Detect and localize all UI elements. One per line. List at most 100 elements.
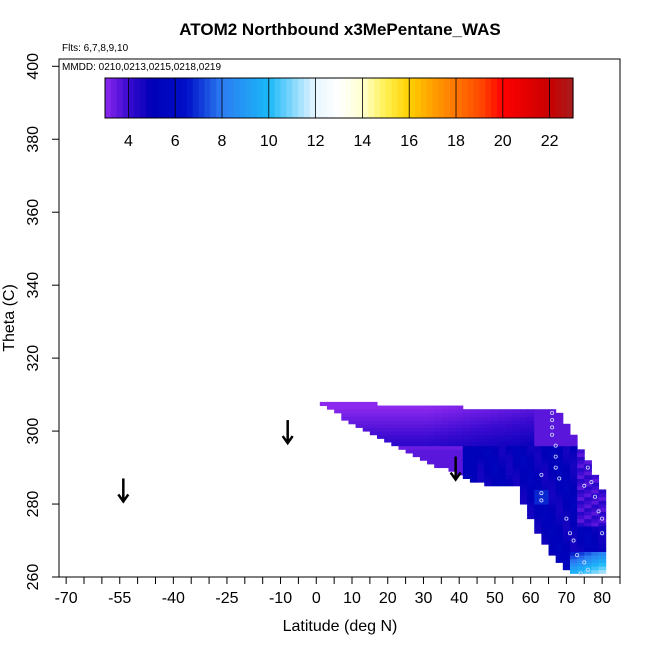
field-cell bbox=[462, 456, 471, 461]
field-cell bbox=[534, 420, 542, 425]
field-cell bbox=[555, 533, 564, 538]
field-cell bbox=[412, 452, 421, 458]
field-cell bbox=[512, 463, 521, 469]
field-cell bbox=[419, 431, 428, 436]
field-cell bbox=[498, 438, 507, 443]
field-cell bbox=[584, 529, 592, 534]
field-cell bbox=[577, 558, 585, 563]
field-cell bbox=[541, 493, 550, 498]
sample-points bbox=[539, 410, 605, 576]
concentration-field bbox=[319, 401, 607, 574]
field-cell bbox=[569, 482, 578, 487]
field-cell bbox=[419, 445, 428, 450]
field-cell bbox=[555, 525, 564, 531]
field-cell bbox=[469, 445, 478, 450]
field-cell bbox=[569, 569, 578, 574]
field-cell bbox=[591, 522, 600, 527]
field-cell bbox=[519, 442, 528, 447]
sample-point bbox=[539, 498, 544, 503]
colorbar-swatch bbox=[145, 78, 153, 118]
field-cell bbox=[519, 485, 528, 490]
field-cell bbox=[419, 434, 428, 439]
field-cell bbox=[577, 460, 585, 465]
field-cell bbox=[384, 416, 392, 421]
colorbar-swatch bbox=[134, 78, 141, 118]
field-cell bbox=[469, 442, 478, 447]
field-cell bbox=[427, 434, 435, 439]
field-cell bbox=[505, 467, 514, 472]
colorbar-swatch bbox=[122, 78, 129, 118]
field-cell bbox=[477, 478, 485, 483]
field-cell bbox=[577, 555, 585, 560]
field-cell bbox=[519, 460, 528, 465]
field-cell bbox=[541, 456, 550, 461]
field-cell bbox=[598, 569, 607, 574]
field-cell bbox=[469, 434, 478, 439]
colorbar-swatch bbox=[561, 78, 568, 118]
field-cell bbox=[512, 482, 521, 487]
field-cell bbox=[434, 445, 442, 450]
field-cell bbox=[548, 525, 557, 531]
x-tick-label: 20 bbox=[379, 590, 397, 607]
field-cell bbox=[534, 416, 542, 421]
field-cell bbox=[541, 412, 550, 417]
field-cell bbox=[577, 456, 585, 461]
field-cell bbox=[569, 456, 578, 461]
field-cell bbox=[584, 482, 592, 487]
field-cell bbox=[505, 431, 514, 436]
field-cell bbox=[569, 562, 578, 567]
y-axis-label: Theta (C) bbox=[1, 284, 18, 352]
field-cell bbox=[555, 489, 564, 494]
field-cell bbox=[398, 416, 407, 421]
field-cell bbox=[569, 547, 578, 552]
colorbar-swatch bbox=[192, 78, 200, 118]
field-cell bbox=[469, 416, 478, 421]
field-cell bbox=[548, 489, 557, 494]
field-cell bbox=[562, 474, 571, 480]
field-cell bbox=[419, 456, 428, 461]
field-cell bbox=[419, 438, 428, 443]
field-cell bbox=[469, 474, 478, 480]
field-cell bbox=[455, 467, 464, 472]
field-cell bbox=[341, 405, 349, 410]
field-cell bbox=[441, 405, 449, 410]
field-cell bbox=[534, 449, 542, 454]
colorbar-swatch bbox=[140, 78, 147, 118]
colorbar-tick-label: 12 bbox=[307, 133, 325, 150]
field-cell bbox=[427, 445, 435, 450]
colorbar-swatch bbox=[222, 78, 229, 118]
colorbar-swatch bbox=[268, 78, 276, 118]
field-cell bbox=[555, 438, 564, 443]
field-cell bbox=[577, 566, 585, 571]
field-cell bbox=[584, 489, 592, 494]
field-cell bbox=[491, 467, 500, 472]
field-cell bbox=[562, 434, 571, 439]
field-cell bbox=[419, 412, 428, 417]
field-cell bbox=[348, 405, 357, 410]
field-cell bbox=[427, 456, 435, 461]
field-cell bbox=[527, 412, 535, 417]
field-cell bbox=[348, 412, 357, 417]
field-cell bbox=[527, 500, 535, 505]
field-cell bbox=[598, 558, 607, 563]
field-cell bbox=[519, 496, 528, 501]
colorbar-frame bbox=[104, 77, 574, 119]
sample-point bbox=[589, 480, 594, 485]
field-cell bbox=[441, 416, 449, 421]
field-cell bbox=[541, 409, 550, 414]
field-cell bbox=[555, 547, 564, 552]
colorbar-swatch bbox=[473, 78, 480, 118]
sample-point bbox=[582, 560, 587, 565]
field-cell bbox=[377, 412, 385, 417]
field-cell bbox=[512, 434, 521, 439]
field-cell bbox=[562, 467, 571, 472]
colorbar-swatch bbox=[409, 78, 416, 118]
field-cell bbox=[548, 449, 557, 454]
field-cell bbox=[427, 442, 435, 447]
field-cell bbox=[484, 438, 492, 443]
field-cell bbox=[555, 514, 564, 520]
field-cell bbox=[448, 456, 457, 461]
field-cell bbox=[541, 478, 550, 483]
field-cell bbox=[548, 463, 557, 469]
colorbar-swatch bbox=[128, 78, 135, 118]
